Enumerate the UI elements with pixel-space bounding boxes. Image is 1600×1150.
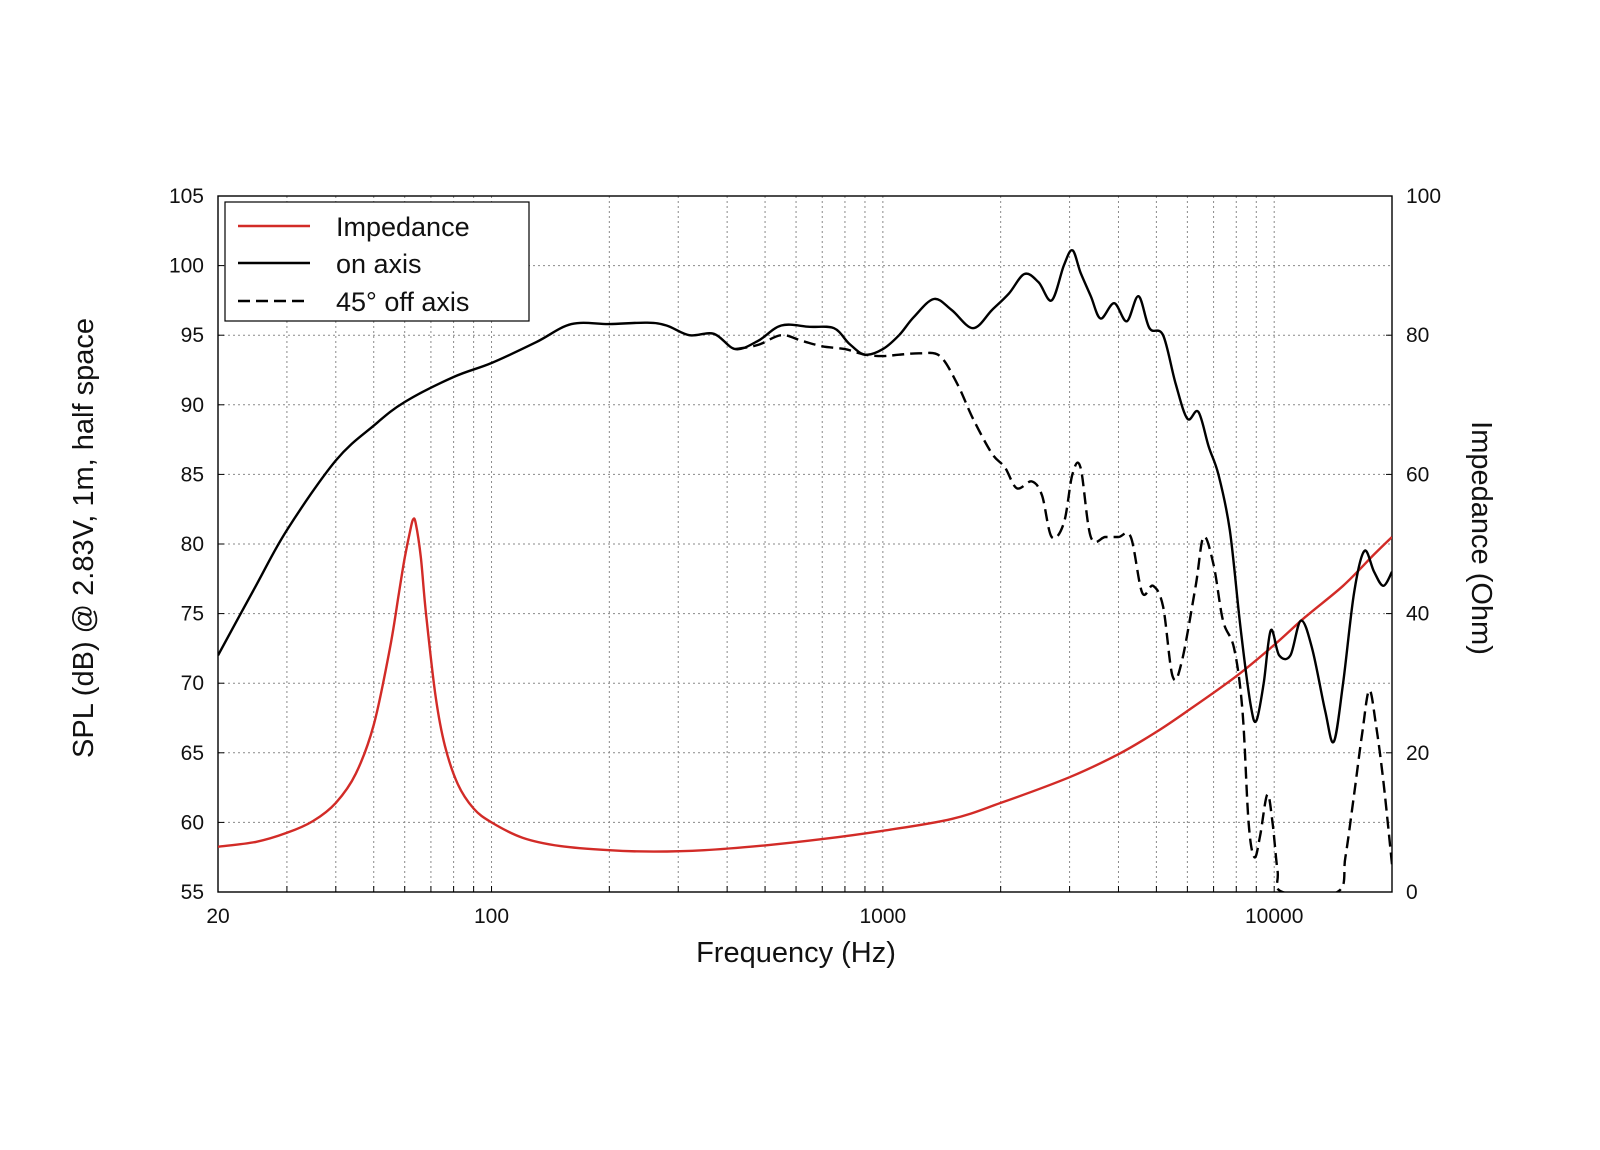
left-y-axis-title: SPL (dB) @ 2.83V, 1m, half space: [68, 318, 100, 758]
x-tick-label: 10000: [1245, 905, 1303, 928]
on-axis-curve: [218, 249, 1392, 744]
right-y-axis-title: Impedance (Ohm): [1465, 421, 1497, 655]
left-y-tick-label: 70: [181, 672, 204, 695]
right-y-tick-label: 40: [1406, 603, 1429, 626]
left-y-tick-label: 90: [181, 394, 204, 417]
left-y-tick-label: 95: [181, 324, 204, 347]
left-y-tick-label: 55: [181, 881, 204, 904]
right-y-tick-label: 60: [1406, 463, 1429, 486]
tick-labels: 20 100 1000 10000 55 60 65 70 75 80 85 90 95 100 105 0 2…: [169, 185, 1441, 928]
x-axis-title: Frequency (Hz): [696, 937, 896, 969]
x-tick-label: 20: [206, 905, 229, 928]
x-tick-label: 1000: [860, 905, 907, 928]
right-y-tick-label: 100: [1406, 185, 1441, 208]
left-y-tick-label: 65: [181, 742, 204, 765]
data-series: [218, 249, 1392, 892]
left-y-tick-label: 75: [181, 603, 204, 626]
left-y-tick-label: 60: [181, 811, 204, 834]
off-axis-45-curve: [735, 333, 1392, 892]
impedance-curve: [218, 517, 1392, 853]
legend-label-off-axis: 45° off axis: [336, 287, 469, 317]
right-y-tick-label: 80: [1406, 324, 1429, 347]
right-y-tick-label: 20: [1406, 742, 1429, 765]
left-y-tick-label: 100: [169, 255, 204, 278]
legend-label-impedance: Impedance: [336, 212, 470, 242]
x-tick-label: 100: [474, 905, 509, 928]
right-y-tick-label: 0: [1406, 881, 1418, 904]
legend: Impedance on axis 45° off axis: [224, 201, 530, 322]
legend-label-on-axis: on axis: [336, 249, 422, 279]
left-y-tick-label: 105: [169, 185, 204, 208]
tick-marks: [218, 195, 1392, 893]
left-y-tick-label: 80: [181, 533, 204, 556]
left-y-tick-label: 85: [181, 463, 204, 486]
